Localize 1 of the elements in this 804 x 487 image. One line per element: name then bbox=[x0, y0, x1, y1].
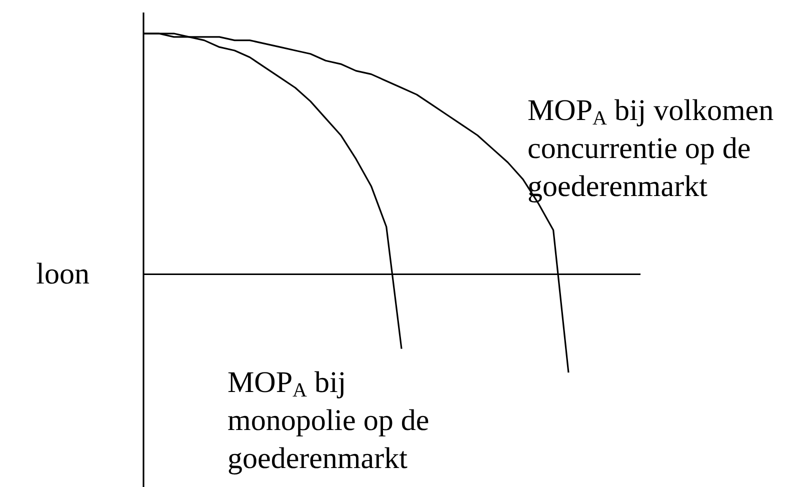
ref-line-label: loon bbox=[36, 258, 90, 291]
